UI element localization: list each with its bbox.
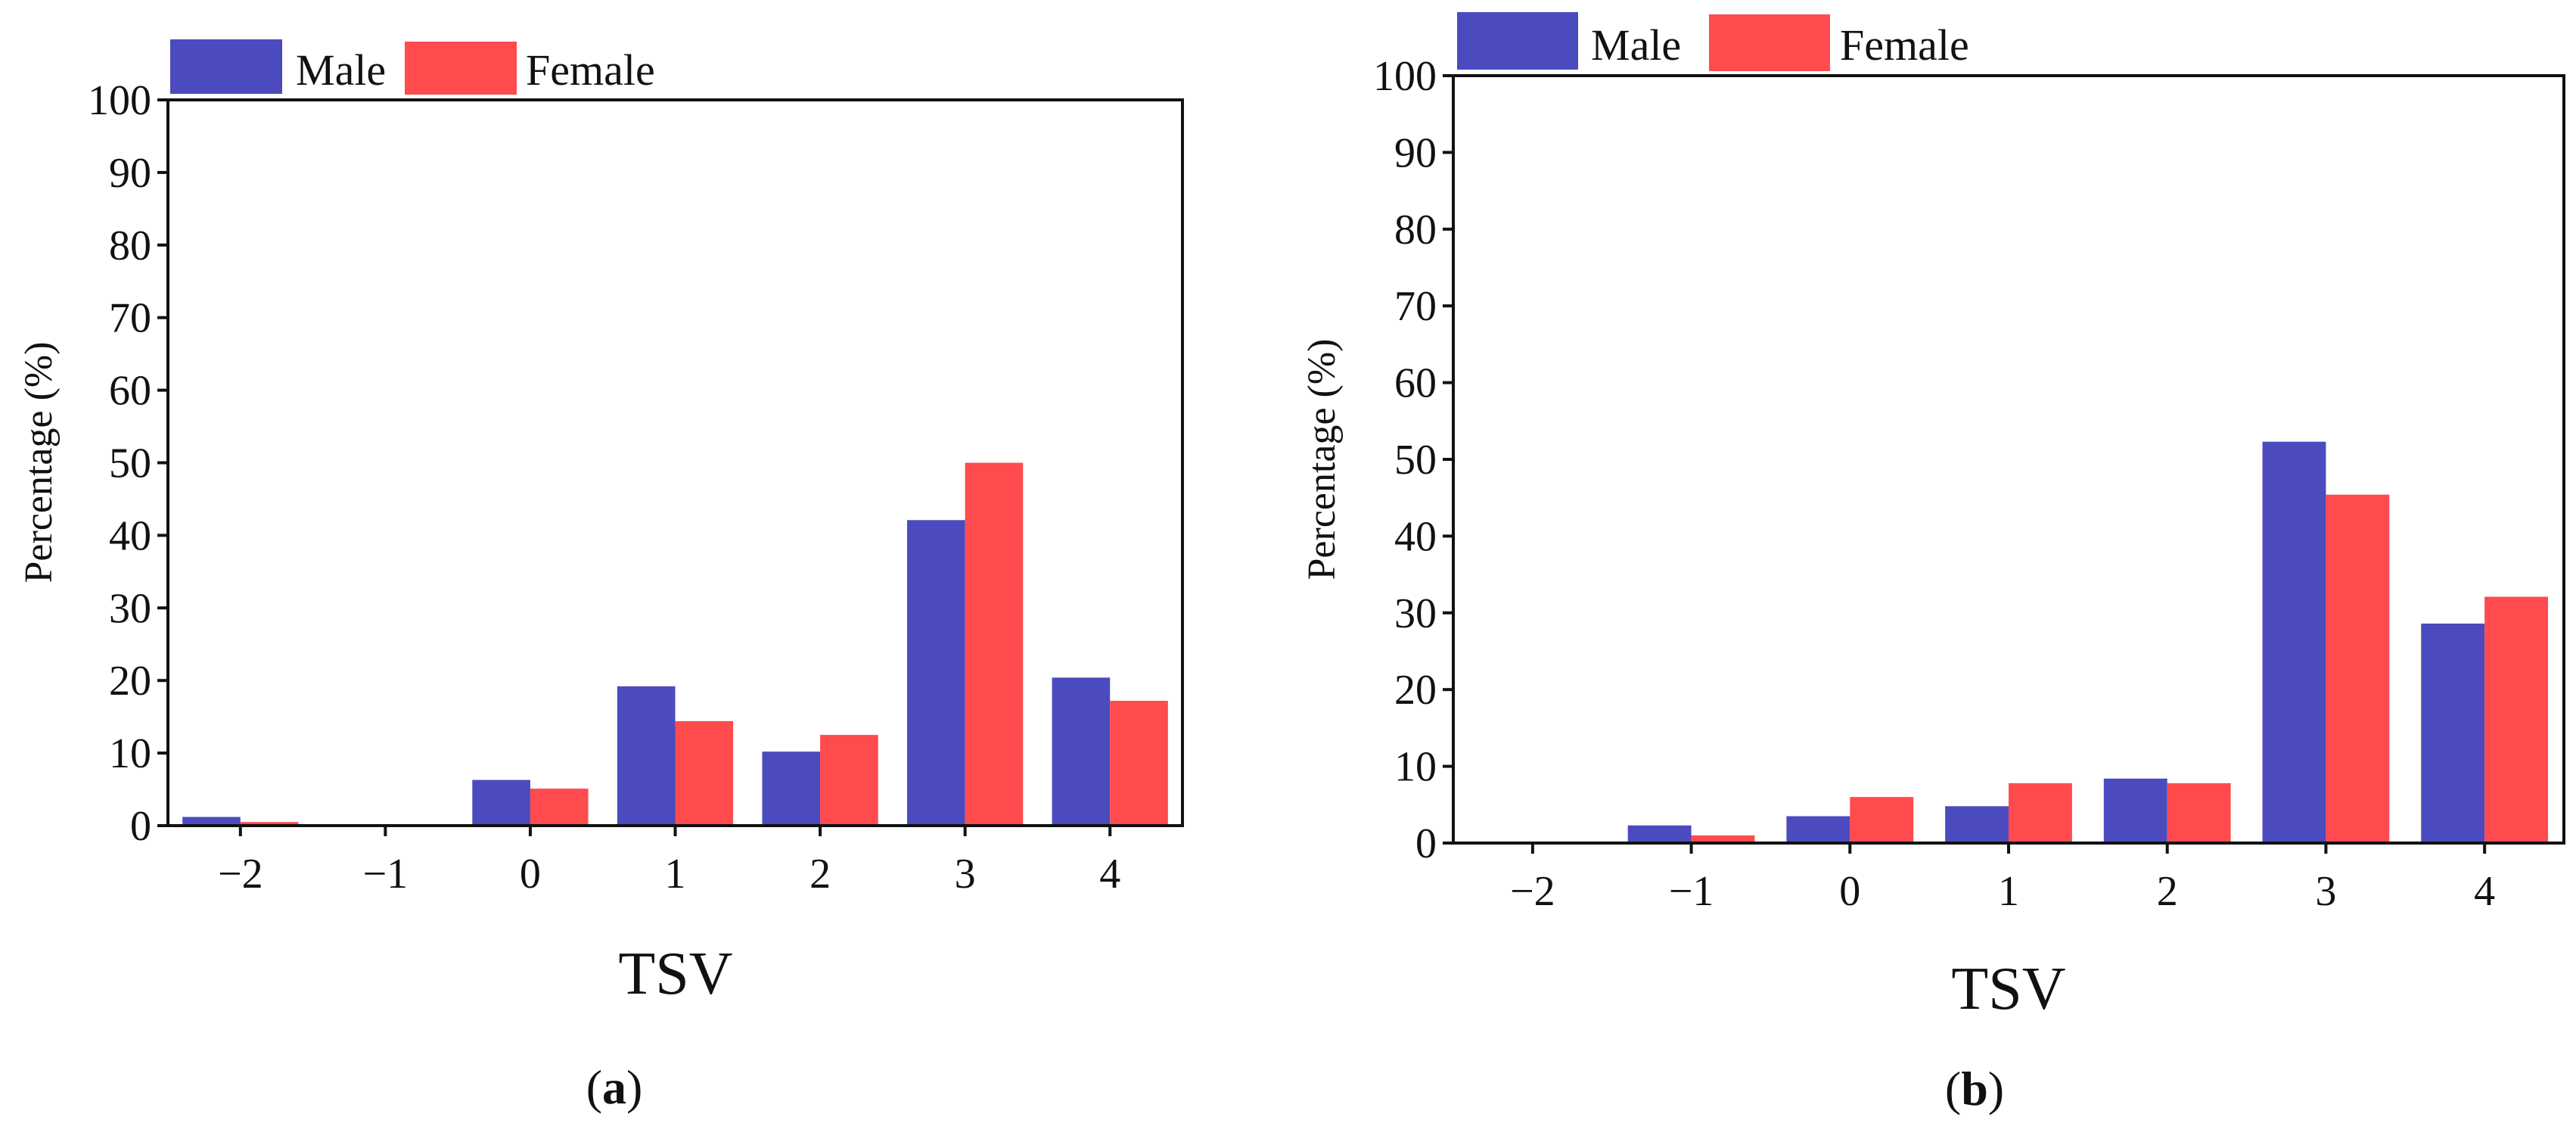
legend-label-female: Female [1840,20,1969,70]
legend-swatch-male [1457,12,1578,70]
x-tick-label-4: 4 [1099,851,1120,898]
bar-male-2 [762,751,821,826]
panel-label-close-paren: ) [1988,1062,2004,1115]
x-tick-label-minus1: −1 [363,851,409,898]
panel-label-open-paren: ( [586,1060,602,1114]
x-tick-label-minus1: −1 [1669,868,1714,915]
panel-label-letter: a [602,1060,626,1114]
bar-male-2 [2103,778,2167,843]
bar-female-0 [530,789,589,826]
bar-female-minus2 [240,822,299,826]
bar-male-0 [1786,816,1850,843]
y-tick-label: 50 [109,440,151,487]
bar-female-1 [675,720,734,826]
y-tick-label: 20 [1394,667,1437,714]
bar-female-2 [820,735,878,826]
y-tick-label: 10 [109,730,151,777]
panel-label: (b) [1945,1062,2004,1115]
y-tick-label: 70 [109,295,151,342]
bar-male-4 [2421,623,2485,843]
y-tick-label: 90 [109,150,151,197]
bar-male-1 [617,686,676,826]
y-tick-label: 0 [1415,820,1437,867]
chart-panel-b: 0 10 20 30 40 50 60 70 80 90 100 −2 −1 0 1 2 3 4 Percentag… [1300,12,2565,1115]
y-tick-label: 60 [1394,360,1437,407]
y-tick-label: 20 [109,658,151,705]
y-tick-label: 10 [1394,744,1437,791]
panel-label-close-paren: ) [626,1060,642,1114]
y-tick-label: 100 [88,77,151,124]
y-tick-label: 40 [109,512,151,559]
y-tick-label: 40 [1394,513,1437,560]
legend-swatch-female [405,42,517,95]
y-tick-label: 30 [109,585,151,632]
bar-female-4 [2484,596,2549,843]
bar-male-minus2 [182,817,241,826]
panel-label-letter: b [1961,1062,1988,1115]
legend: Male Female [1457,12,1969,71]
x-tick-label-0: 0 [1839,868,1860,915]
x-axis-label: TSV [618,941,732,1007]
bar-male-minus1 [1627,825,1692,843]
x-tick-label-2: 2 [809,851,831,898]
x-tick-label-1: 1 [1998,868,2019,915]
y-tick-label: 0 [130,803,151,850]
legend-label-female: Female [526,45,655,95]
bar-female-3 [2326,494,2390,843]
panel-label: (a) [586,1060,643,1114]
y-tick-label: 70 [1394,283,1437,330]
x-tick-label-minus2: −2 [218,851,263,898]
plot-frame [1452,74,2565,845]
bar-female-2 [2167,783,2231,843]
chart-panel-a: 0 10 20 30 40 50 60 70 80 90 100 −2 −1 0 1 2 3 4 Percentag… [17,39,1184,1114]
x-tick-label-4: 4 [2474,868,2495,915]
x-axis-label: TSV [1951,956,2065,1022]
x-tick-label-0: 0 [520,851,541,898]
x-tick-label-1: 1 [665,851,686,898]
x-tick-label-minus2: −2 [1510,868,1555,915]
legend-label-male: Male [296,45,386,95]
x-tick-label-2: 2 [2157,868,2178,915]
bar-male-0 [472,779,530,826]
y-tick-label: 30 [1394,590,1437,637]
x-tick-label-3: 3 [955,851,976,898]
bar-female-0 [1850,797,1914,843]
bar-male-1 [1945,806,2009,843]
y-tick-label: 80 [109,222,151,269]
bar-female-4 [1110,701,1168,826]
y-tick-label: 60 [109,368,151,415]
bar-male-3 [2262,441,2326,843]
bar-female-3 [965,462,1024,826]
bar-female-minus1 [1691,835,1755,843]
y-tick-label: 100 [1373,53,1437,100]
x-tick-label-3: 3 [2315,868,2336,915]
bar-female-1 [2009,783,2072,843]
legend-swatch-female [1709,14,1830,71]
bar-male-3 [907,520,965,826]
y-tick-label: 90 [1394,129,1437,176]
legend: Male Female [170,39,655,95]
y-axis-label: Percentage (%) [1300,338,1344,580]
panel-label-open-paren: ( [1945,1062,1961,1115]
y-tick-label: 50 [1394,437,1437,484]
legend-swatch-male [170,39,282,94]
y-tick-label: 80 [1394,207,1437,254]
legend-label-male: Male [1591,20,1681,70]
bar-male-4 [1052,677,1111,826]
y-axis-label: Percentage (%) [17,341,61,583]
